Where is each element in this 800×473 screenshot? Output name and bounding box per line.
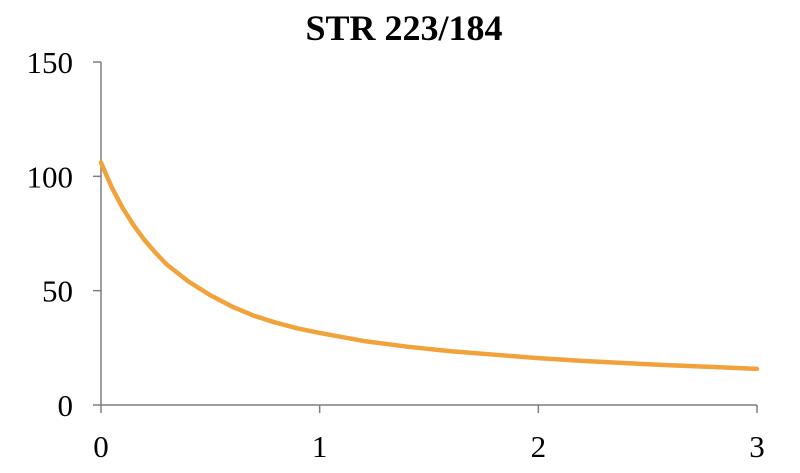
x-tick-label: 0 xyxy=(93,429,109,464)
chart-title: STR 223/184 xyxy=(305,8,503,48)
x-tick-label: 1 xyxy=(312,429,328,464)
y-tick-label: 0 xyxy=(58,388,74,423)
y-tick-label: 50 xyxy=(42,274,73,309)
x-tick-label: 3 xyxy=(749,429,765,464)
tick-labels: 0 50 100 150 0 1 2 3 xyxy=(27,45,765,464)
series-layer xyxy=(98,160,760,372)
axes xyxy=(93,61,758,413)
y-tick-label: 150 xyxy=(27,45,74,80)
x-tick-label: 2 xyxy=(531,429,547,464)
y-tick-label: 100 xyxy=(27,159,74,194)
series-line xyxy=(98,160,760,372)
